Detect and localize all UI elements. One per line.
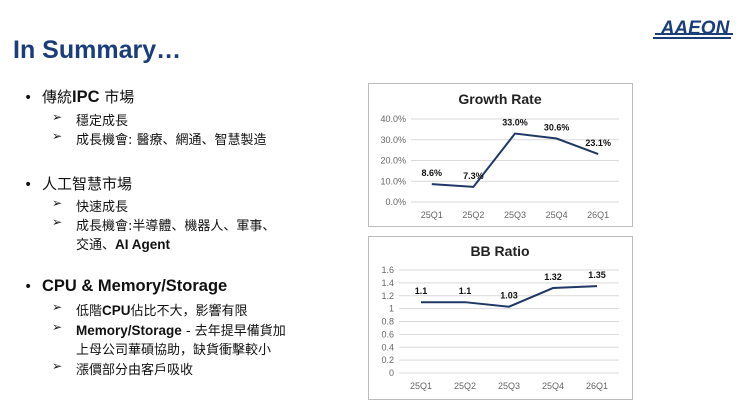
logo-text: AAEON: [660, 18, 731, 39]
x-tick-label: 25Q1: [410, 381, 432, 391]
arrow-bullet-icon: ➢: [52, 110, 63, 124]
data-label: 30.6%: [544, 123, 570, 133]
slide-title: In Summary…: [13, 36, 182, 64]
data-label: 1.1: [459, 286, 472, 296]
section-cpu-memory-storage: • CPU & Memory/Storage: [24, 277, 228, 295]
aaeon-logo: AAEON: [652, 18, 735, 39]
x-tick-label: 25Q4: [546, 210, 568, 220]
x-tick-label: 25Q3: [498, 381, 520, 391]
y-tick-label: 1.6: [381, 265, 394, 275]
y-tick-label: 1.4: [381, 278, 394, 288]
y-tick-label: 0.4: [381, 342, 394, 352]
growth-rate-chart-svg: Growth Rate 0.0% 10.0% 20.0% 30.0% 40.0% 25Q1 2…: [380, 91, 619, 220]
series-line: [431, 132, 599, 188]
y-tick-label: 0.6: [381, 329, 394, 339]
bullet-dot-icon: •: [24, 177, 33, 193]
bullet-dot-icon: •: [24, 90, 33, 106]
section-ai-market: • 人工智慧市場: [24, 175, 133, 193]
arrow-bullet-icon: ➢: [52, 359, 63, 373]
y-tick-label: 10.0%: [380, 176, 406, 186]
x-tick-label: 25Q2: [462, 210, 484, 220]
x-tick-label: 25Q4: [542, 381, 564, 391]
x-tick-label: 26Q1: [587, 210, 609, 220]
data-label: 23.1%: [585, 138, 611, 148]
x-tick-label: 26Q1: [586, 381, 608, 391]
data-label: 8.6%: [422, 168, 443, 178]
data-label: 1.1: [415, 286, 428, 296]
y-tick-label: 1: [389, 304, 394, 314]
summary-bullets: • 傳統IPC 市場 ➢ 穩定成長 ➢ 成長機會: 醫療、網通、智慧製造 • 人工智…: [24, 88, 286, 378]
bullet-dot-icon: •: [24, 279, 33, 295]
section-traditional-ipc: • 傳統IPC 市場: [24, 88, 135, 106]
data-label: 1.35: [588, 270, 606, 280]
y-tick-label: 20.0%: [380, 156, 406, 166]
y-tick-label: 0.2: [381, 355, 394, 365]
growth-rate-chart: Growth Rate 0.0% 10.0% 20.0% 30.0% 40.0% 25Q1 2…: [368, 83, 633, 227]
bb-ratio-chart: BB Ratio 0 0.2 0.4 0.6 0.8 1 1.2 1.4 1.6 25Q1 25Q2 2…: [368, 236, 633, 400]
chart-title: BB Ratio: [470, 243, 529, 259]
y-tick-label: 0.8: [381, 317, 394, 327]
data-label: 33.0%: [502, 118, 528, 128]
data-label: 7.3%: [463, 171, 484, 181]
y-tick-label: 1.2: [381, 291, 394, 301]
x-tick-label: 25Q1: [421, 210, 443, 220]
bb-ratio-chart-svg: BB Ratio 0 0.2 0.4 0.6 0.8 1 1.2 1.4 1.6 25Q1 25Q2 2…: [381, 243, 619, 391]
arrow-bullet-icon: ➢: [52, 300, 63, 314]
y-tick-label: 0.0%: [385, 197, 406, 207]
arrow-bullet-icon: ➢: [52, 215, 63, 229]
y-tick-label: 30.0%: [380, 135, 406, 145]
x-tick-label: 25Q3: [504, 210, 526, 220]
arrow-bullet-icon: ➢: [52, 129, 63, 143]
x-tick-label: 25Q2: [454, 381, 476, 391]
chart-title: Growth Rate: [458, 91, 541, 107]
series-line: [421, 285, 598, 308]
arrow-bullet-icon: ➢: [52, 196, 63, 210]
y-tick-label: 40.0%: [380, 114, 406, 124]
arrow-bullet-icon: ➢: [52, 320, 63, 334]
data-label: 1.32: [544, 272, 562, 282]
data-label: 1.03: [500, 291, 518, 301]
y-tick-label: 0: [389, 368, 394, 378]
